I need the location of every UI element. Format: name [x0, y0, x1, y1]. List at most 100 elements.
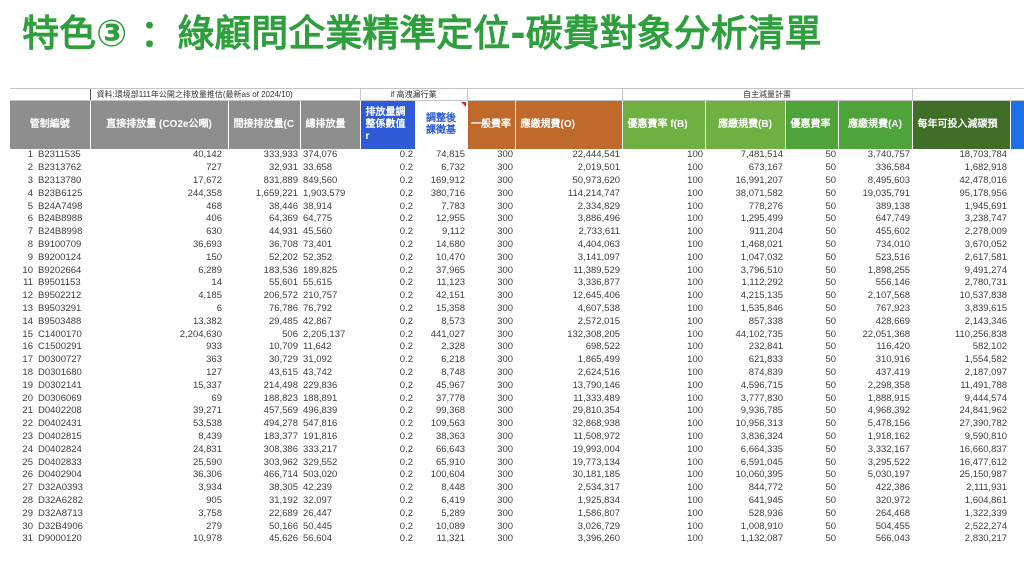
- cell-general-rate: 300: [497, 507, 514, 519]
- cell-total-emission: 189,825: [303, 264, 338, 276]
- cell-adjusted-base: 37,778: [435, 392, 466, 404]
- cell-annual-budget: 3,670,052: [964, 238, 1008, 250]
- cell-adjusted-base: 169,912: [430, 174, 466, 186]
- cell-fee-o: 1,586,807: [577, 507, 621, 519]
- spreadsheet-screenshot: 資料:環境部111年公開之排放量推估(最新as of 2024/10) if 高…: [10, 88, 1024, 546]
- cell-total-emission: 191,816: [303, 430, 338, 442]
- cell-control-id: C1500291: [38, 341, 82, 353]
- cell-fee-a: 389,138: [875, 200, 911, 212]
- cell-annual-budget: 2,780,731: [964, 277, 1008, 289]
- cell-annual-budget: 2,830,217: [964, 533, 1008, 545]
- cell-preferential-rate-b: 100: [687, 187, 704, 199]
- cell-total-emission: 188,891: [303, 392, 338, 404]
- cell-fee-o: 11,508,972: [573, 430, 621, 442]
- cell-adjustment-factor: 0.2: [399, 354, 414, 366]
- cell-preferential-rate-b: 100: [687, 200, 704, 212]
- cell-direct-emission: 17,672: [192, 174, 222, 186]
- cell-general-rate: 300: [497, 251, 514, 263]
- cell-direct-emission: 468: [206, 200, 222, 212]
- cell-preferential-rate-a: 50: [825, 533, 837, 545]
- cell-indirect-emission: 29,485: [268, 315, 298, 327]
- cell-control-id: D32A6282: [38, 494, 83, 506]
- cell-annual-budget: 2,111,931: [966, 482, 1008, 494]
- cell-fee-b: 778,276: [748, 200, 784, 212]
- cell-general-rate: 300: [497, 341, 514, 353]
- cell-fee-o: 3,141,097: [577, 251, 621, 263]
- cell-fee-o: 22,444,541: [572, 149, 621, 161]
- table-row: 6 B24B8988 406 64,369 64,775 0.2 12,955 300 3,88…: [10, 213, 1024, 226]
- cell-control-id: D0302141: [38, 379, 82, 391]
- cell-adjustment-factor: 0.2: [399, 405, 414, 417]
- row-number: 26: [22, 469, 33, 481]
- cell-preferential-rate-a: 50: [825, 482, 837, 494]
- cell-preferential-rate-a: 50: [825, 469, 837, 481]
- cell-annual-budget: 1,322,339: [964, 507, 1008, 519]
- cell-indirect-emission: 831,889: [263, 174, 298, 186]
- cell-direct-emission: 630: [206, 226, 222, 238]
- cell-control-id: D9000120: [38, 533, 82, 545]
- cell-clipped: [1010, 507, 1024, 520]
- cell-general-rate: 300: [497, 469, 514, 481]
- cell-adjusted-base: 10,470: [435, 251, 466, 263]
- cell-clipped: [1010, 520, 1024, 533]
- cell-preferential-rate-b: 100: [687, 162, 704, 174]
- cell-fee-b: 3,836,324: [740, 430, 784, 442]
- cell-fee-a: 310,916: [875, 354, 911, 366]
- cell-annual-budget: 10,537,838: [959, 290, 1008, 302]
- cell-general-rate: 300: [497, 430, 514, 442]
- cell-indirect-emission: 22,689: [268, 507, 298, 519]
- cell-total-emission: 33,658: [303, 162, 333, 174]
- cell-adjustment-factor: 0.2: [399, 482, 414, 494]
- table-row: 21 D0402208 39,271 457,569 496,839 0.2 99,368 3…: [10, 405, 1024, 418]
- cell-adjusted-base: 109,563: [430, 418, 466, 430]
- cell-indirect-emission: 214,498: [263, 379, 298, 391]
- cell-direct-emission: 40,142: [192, 149, 222, 161]
- cell-preferential-rate-a: 50: [825, 264, 837, 276]
- cell-direct-emission: 363: [206, 354, 222, 366]
- cell-fee-a: 2,298,358: [867, 379, 911, 391]
- cell-adjustment-factor: 0.2: [399, 162, 414, 174]
- cell-preferential-rate-b: 100: [687, 405, 704, 417]
- cell-indirect-emission: 50,166: [268, 520, 298, 532]
- cell-general-rate: 300: [497, 149, 514, 161]
- cell-general-rate: 300: [497, 302, 514, 314]
- cell-preferential-rate-b: 100: [687, 443, 704, 455]
- table-row: 7 B24B8998 630 44,931 45,560 0.2 9,112 300 2,733…: [10, 226, 1024, 239]
- cell-adjustment-factor: 0.2: [399, 264, 414, 276]
- cell-total-emission: 64,775: [303, 213, 333, 225]
- table-row: 4 B23B6125 244,358 1,659,221 1,903,579 0.2 380…: [10, 187, 1024, 200]
- cell-preferential-rate-a: 50: [825, 379, 837, 391]
- cell-indirect-emission: 303,962: [263, 456, 298, 468]
- cell-fee-o: 29,810,354: [572, 405, 621, 417]
- cell-control-id: C1400170: [38, 328, 82, 340]
- table-row: 5 B24A7498 468 38,446 38,914 0.2 7,783 300 2,334…: [10, 200, 1024, 213]
- row-number: 6: [27, 213, 33, 225]
- cell-clipped: [1010, 162, 1024, 175]
- cell-indirect-emission: 38,446: [268, 200, 298, 212]
- cell-fee-a: 1,918,162: [867, 430, 911, 442]
- cell-fee-o: 12,645,406: [572, 290, 621, 302]
- row-number: 8: [27, 238, 33, 250]
- cell-control-id: B9100709: [38, 238, 82, 250]
- cell-direct-emission: 36,693: [192, 238, 222, 250]
- table-row: 15 C1400170 2,204,630 506 2,205,137 0.2 441,02…: [10, 328, 1024, 341]
- cell-fee-a: 116,420: [876, 341, 911, 353]
- cell-fee-b: 1,535,846: [740, 302, 784, 314]
- cell-fee-b: 38,071,582: [735, 187, 784, 199]
- cell-control-id: B2313762: [38, 162, 82, 174]
- cell-fee-b: 9,936,785: [740, 405, 784, 417]
- cell-total-emission: 11,642: [303, 341, 332, 353]
- cell-general-rate: 300: [497, 264, 514, 276]
- col-header-preferential-rate-a: 優惠費率: [785, 100, 839, 149]
- cell-fee-a: 504,455: [875, 520, 911, 532]
- table-row: 3 B2313780 17,672 831,889 849,560 0.2 169,912 3…: [10, 175, 1024, 188]
- cell-preferential-rate-a: 50: [825, 251, 837, 263]
- cell-preferential-rate-b: 100: [687, 277, 704, 289]
- cell-annual-budget: 24,841,962: [959, 405, 1008, 417]
- cell-preferential-rate-b: 100: [687, 264, 704, 276]
- cell-adjustment-factor: 0.2: [399, 379, 414, 391]
- cell-clipped: [1010, 200, 1024, 213]
- cell-fee-o: 1,925,834: [577, 494, 621, 506]
- cell-clipped: [1010, 392, 1024, 405]
- cell-adjustment-factor: 0.2: [399, 366, 414, 378]
